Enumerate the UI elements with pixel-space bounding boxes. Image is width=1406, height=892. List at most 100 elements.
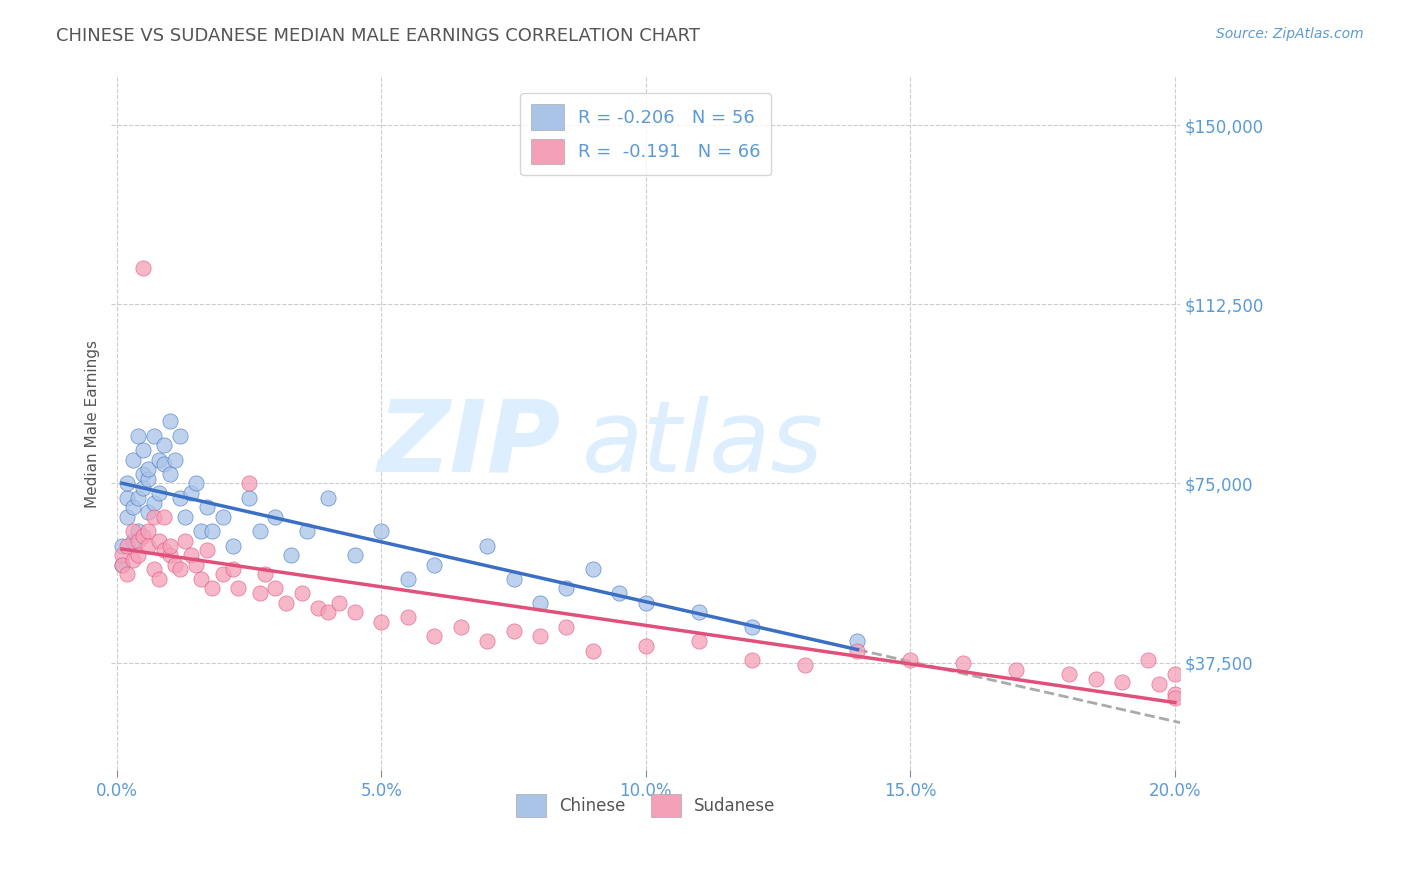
Point xyxy=(1137,653,1160,667)
Point xyxy=(343,606,366,620)
Point xyxy=(318,606,340,620)
Point xyxy=(138,524,160,538)
Point xyxy=(117,476,139,491)
Point xyxy=(228,582,250,596)
Point xyxy=(952,656,974,670)
Point xyxy=(688,606,710,620)
Point xyxy=(846,643,869,657)
Point xyxy=(121,553,143,567)
Point xyxy=(502,624,524,639)
Point xyxy=(396,572,419,586)
Point xyxy=(475,634,498,648)
Point xyxy=(127,428,149,442)
Point xyxy=(174,533,197,548)
Point xyxy=(142,562,165,576)
Point xyxy=(238,491,260,505)
Point xyxy=(169,562,191,576)
Point xyxy=(195,500,218,515)
Point xyxy=(184,476,207,491)
Point xyxy=(222,539,245,553)
Point xyxy=(609,586,631,600)
Point xyxy=(138,472,160,486)
Point xyxy=(634,639,657,653)
Point xyxy=(121,533,143,548)
Point xyxy=(1164,687,1187,701)
Point xyxy=(190,572,212,586)
Point xyxy=(132,529,155,543)
Point xyxy=(238,476,260,491)
Point xyxy=(450,620,472,634)
Text: CHINESE VS SUDANESE MEDIAN MALE EARNINGS CORRELATION CHART: CHINESE VS SUDANESE MEDIAN MALE EARNINGS… xyxy=(56,27,700,45)
Point xyxy=(201,582,224,596)
Point xyxy=(121,452,143,467)
Point xyxy=(688,634,710,648)
Point xyxy=(153,509,176,524)
Text: Source: ZipAtlas.com: Source: ZipAtlas.com xyxy=(1216,27,1364,41)
Point xyxy=(132,261,155,276)
Point xyxy=(529,596,551,610)
Point xyxy=(111,558,134,572)
Point xyxy=(132,442,155,457)
Point xyxy=(328,596,350,610)
Point xyxy=(582,643,605,657)
Point xyxy=(274,596,297,610)
Point xyxy=(1005,663,1028,677)
Point xyxy=(555,620,578,634)
Point xyxy=(264,582,287,596)
Point xyxy=(148,572,170,586)
Point xyxy=(153,543,176,558)
Point xyxy=(142,428,165,442)
Point xyxy=(121,500,143,515)
Point xyxy=(159,548,181,562)
Point xyxy=(582,562,605,576)
Point xyxy=(148,452,170,467)
Point xyxy=(222,562,245,576)
Point xyxy=(180,486,202,500)
Point xyxy=(111,539,134,553)
Text: ZIP: ZIP xyxy=(377,396,561,493)
Point xyxy=(190,524,212,538)
Point xyxy=(132,481,155,495)
Point xyxy=(1164,691,1187,706)
Point xyxy=(201,524,224,538)
Point xyxy=(741,653,763,667)
Point xyxy=(343,548,366,562)
Point xyxy=(264,509,287,524)
Point xyxy=(127,533,149,548)
Point xyxy=(117,567,139,582)
Point xyxy=(111,548,134,562)
Point xyxy=(195,543,218,558)
Point xyxy=(211,509,233,524)
Point xyxy=(127,491,149,505)
Point xyxy=(291,586,314,600)
Point xyxy=(423,558,446,572)
Point xyxy=(741,620,763,634)
Point xyxy=(121,524,143,538)
Point xyxy=(169,428,191,442)
Point xyxy=(127,548,149,562)
Point xyxy=(138,505,160,519)
Point xyxy=(318,491,340,505)
Point xyxy=(153,458,176,472)
Point xyxy=(159,414,181,428)
Point xyxy=(249,524,271,538)
Y-axis label: Median Male Earnings: Median Male Earnings xyxy=(86,340,100,508)
Point xyxy=(370,615,392,629)
Point xyxy=(253,567,276,582)
Point xyxy=(142,495,165,509)
Point xyxy=(117,509,139,524)
Point xyxy=(396,610,419,624)
Point xyxy=(159,539,181,553)
Point xyxy=(1057,667,1080,681)
Point xyxy=(529,629,551,643)
Point xyxy=(117,539,139,553)
Point xyxy=(846,634,869,648)
Point xyxy=(180,548,202,562)
Point xyxy=(502,572,524,586)
Point xyxy=(898,653,921,667)
Point xyxy=(370,524,392,538)
Point xyxy=(423,629,446,643)
Point xyxy=(127,524,149,538)
Point xyxy=(138,462,160,476)
Point xyxy=(142,509,165,524)
